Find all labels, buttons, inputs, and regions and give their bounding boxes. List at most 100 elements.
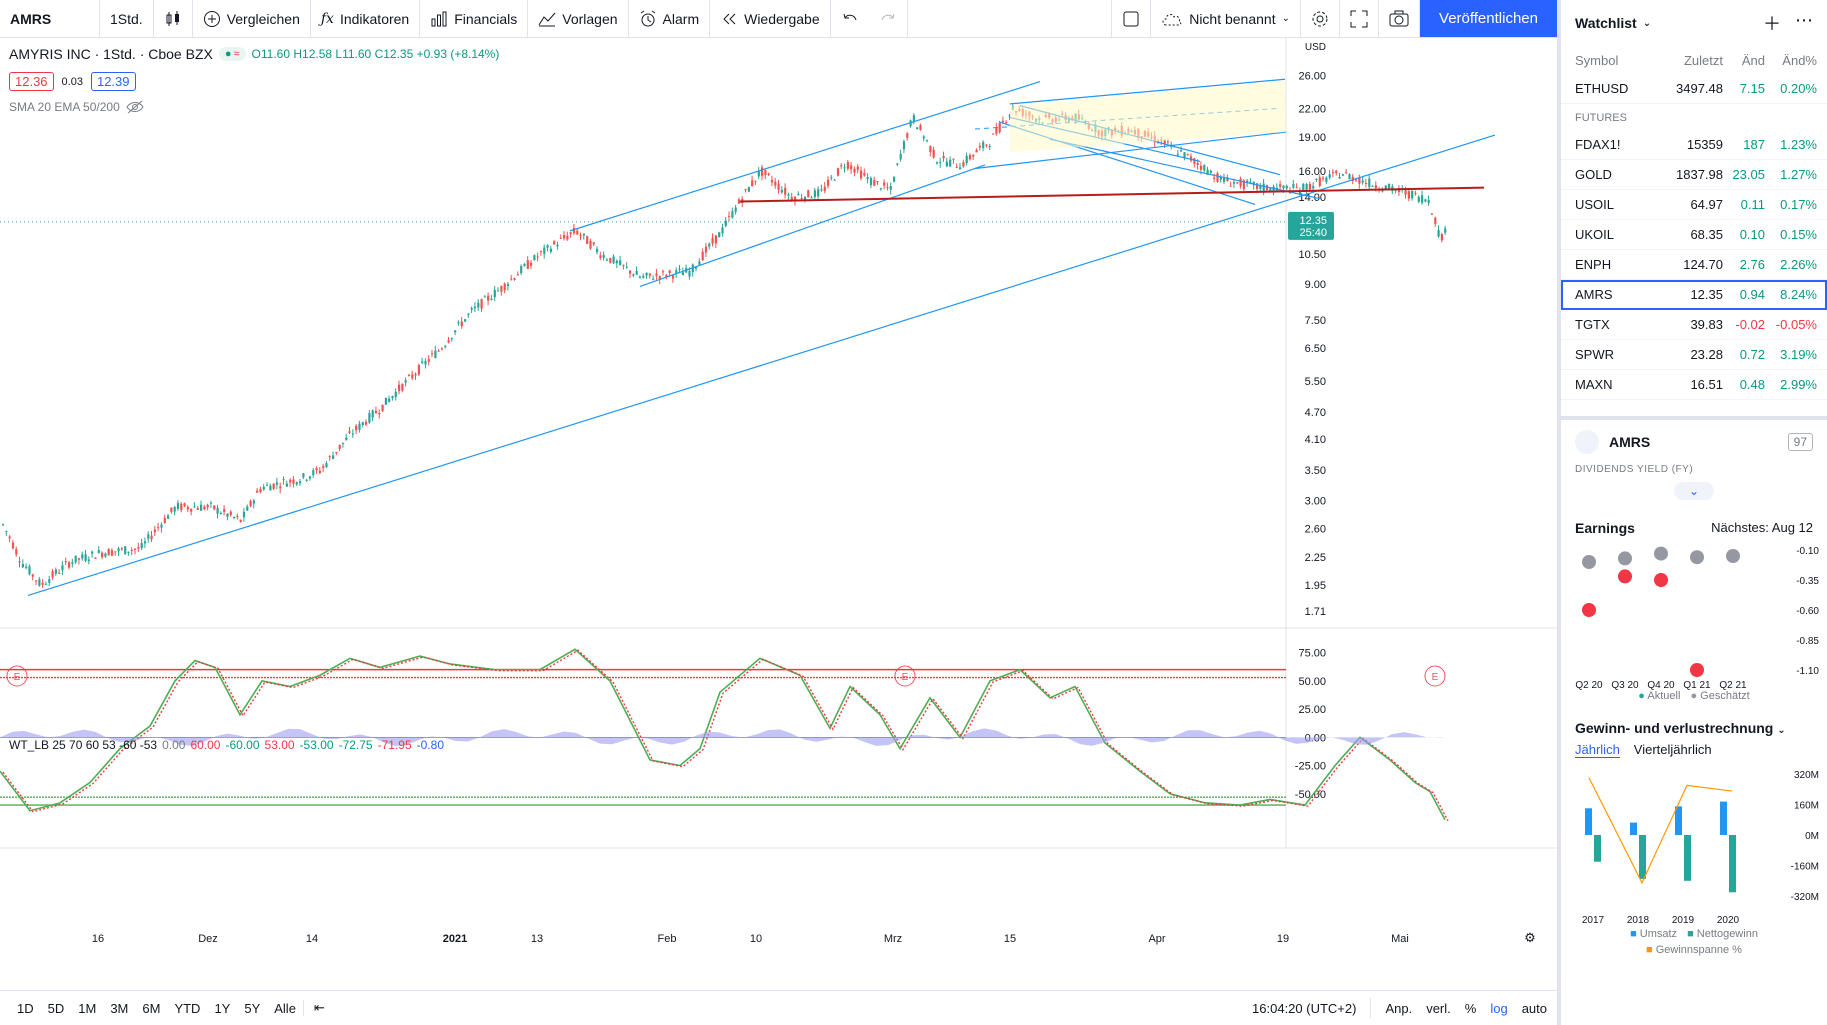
replay-button[interactable]: Wiedergabe <box>710 0 831 38</box>
candle <box>335 451 338 456</box>
candle <box>213 505 216 511</box>
earnings-estimate-dot <box>1618 551 1632 566</box>
candle <box>97 545 100 554</box>
auto-toggle[interactable]: auto <box>1521 1000 1547 1016</box>
watchlist-row[interactable]: GOLD 1837.98 23.05 1.27% <box>1561 160 1827 190</box>
wt-legend[interactable]: WT_LB 25 70 60 53 -60 -53 0.00 60.00 -60… <box>9 738 444 752</box>
price-tick-label: 26.00 <box>1298 70 1326 82</box>
layout-name-button[interactable]: Nicht benannt ⌄ <box>1151 0 1301 38</box>
watchlist-row[interactable]: TGTX 39.83 -0.02 -0.05% <box>1561 310 1827 340</box>
candle-body <box>480 299 483 309</box>
candle <box>338 444 341 452</box>
tab-quarterly[interactable]: Vierteljährlich <box>1633 742 1712 757</box>
candle <box>54 567 57 576</box>
candle <box>747 186 750 192</box>
snapshot-button[interactable] <box>1379 0 1420 38</box>
candle <box>1444 225 1447 236</box>
candle <box>295 481 298 487</box>
eye-hidden-icon[interactable] <box>126 100 144 114</box>
undo-button[interactable] <box>831 0 869 38</box>
extended-hours-toggle[interactable]: verl. <box>1426 1000 1451 1016</box>
column-header[interactable]: Symbol <box>1575 52 1619 68</box>
expand-button[interactable]: ⌄ <box>1674 482 1714 500</box>
column-header[interactable]: Zuletzt <box>1683 52 1723 68</box>
candle <box>721 223 724 237</box>
price-chart[interactable]: USD 26.00 22.00 19.00 16.00 14.00 10.50 9.00 7.5… <box>0 38 1557 993</box>
redo-button[interactable] <box>869 0 908 38</box>
range-alle[interactable]: Alle <box>274 1000 296 1016</box>
range-6m[interactable]: 6M <box>142 1000 161 1016</box>
candle-body <box>975 149 978 153</box>
interval-button[interactable]: 1Std. <box>100 0 154 38</box>
range-ytd[interactable]: YTD <box>174 1000 201 1016</box>
financials-button[interactable]: Financials <box>420 0 529 38</box>
watchlist-row[interactable]: MAXN 16.51 0.48 2.99% <box>1561 370 1827 400</box>
log-toggle[interactable]: log <box>1490 1000 1508 1016</box>
range-1y[interactable]: 1Y <box>214 1000 231 1016</box>
date-range-icon[interactable]: ⇤ <box>302 1000 335 1016</box>
current-price-label-bg <box>1288 211 1334 240</box>
watchlist-last: 12.35 <box>1690 287 1723 302</box>
candle <box>846 159 849 171</box>
chart-area[interactable]: USD 26.00 22.00 19.00 16.00 14.00 10.50 9.00 7.5… <box>0 38 1557 993</box>
candle-body <box>1368 178 1371 188</box>
candle-body <box>68 562 71 568</box>
clock-label[interactable]: 16:04:20 (UTC+2) <box>1252 1000 1357 1016</box>
chart-type-button[interactable] <box>154 0 193 38</box>
time-tick-label: 15 <box>1004 933 1016 945</box>
alert-button[interactable]: Alarm <box>629 0 711 38</box>
percent-toggle[interactable]: % <box>1464 1000 1477 1016</box>
candle <box>754 180 757 185</box>
watchlist-row[interactable]: AMRS 12.35 0.94 8.24% <box>1561 280 1827 310</box>
range-5d[interactable]: 5D <box>47 1000 65 1016</box>
adjust-toggle[interactable]: Anp. <box>1385 1000 1413 1016</box>
fullscreen-button[interactable] <box>1340 0 1379 38</box>
more-icon[interactable]: ⋯ <box>1795 10 1813 30</box>
layout-toggle-button[interactable] <box>1112 0 1152 38</box>
candle-body <box>711 238 714 244</box>
column-header[interactable]: Änd% <box>1782 52 1817 68</box>
watchlist-row[interactable]: UKOIL 68.35 0.10 0.15% <box>1561 220 1827 250</box>
candle <box>124 545 127 555</box>
ma-legend[interactable]: SMA 20 EMA 50/200 <box>9 100 144 114</box>
watchlist-row[interactable]: ETHUSD 3497.48 7.15 0.20% <box>1561 74 1827 104</box>
watchlist-row[interactable]: FDAX1! 15359 187 1.23% <box>1561 130 1827 160</box>
settings-button[interactable] <box>1301 0 1340 38</box>
range-3m[interactable]: 3M <box>110 1000 129 1016</box>
candle <box>345 433 348 441</box>
candle-body <box>622 264 625 266</box>
trend-line <box>639 164 986 287</box>
buy-price-button[interactable]: 12.39 <box>90 72 136 91</box>
watchlist-pct: -0.05% <box>1775 317 1817 332</box>
watchlist-row[interactable]: SPWR 23.28 0.72 3.19% <box>1561 340 1827 370</box>
publish-button[interactable]: Veröffentlichen <box>1420 0 1557 37</box>
range-5y[interactable]: 5Y <box>244 1000 261 1016</box>
candle-body <box>1335 170 1338 174</box>
market-status-pill[interactable]: ● ≈ <box>218 47 246 61</box>
candle-body <box>1246 180 1249 184</box>
tab-annual[interactable]: Jährlich <box>1575 742 1620 758</box>
symbol-search-button[interactable]: AMRS <box>0 0 100 38</box>
candle <box>110 548 114 557</box>
compare-button[interactable]: Vergleichen <box>193 0 311 38</box>
details-symbol[interactable]: AMRS <box>1609 434 1651 450</box>
watchlist-row[interactable]: ENPH 124.70 2.76 2.26% <box>1561 250 1827 280</box>
column-header[interactable]: Änd <box>1741 52 1765 68</box>
candle <box>1239 176 1242 189</box>
indicators-button[interactable]: ƒx Indikatoren <box>311 0 421 38</box>
chevron-down-icon[interactable]: ⌄ <box>1642 17 1652 29</box>
watchlist-title[interactable]: Watchlist <box>1575 15 1637 31</box>
financials-title[interactable]: Gewinn- und verlustrechnung ⌄ <box>1561 702 1827 742</box>
trend-line <box>27 134 1496 597</box>
candle <box>143 537 147 548</box>
candle-body <box>1440 234 1443 241</box>
candle <box>434 345 437 359</box>
range-1m[interactable]: 1M <box>78 1000 97 1016</box>
candle <box>764 169 767 180</box>
range-1d[interactable]: 1D <box>17 1000 34 1016</box>
sell-price-button[interactable]: 12.36 <box>9 72 54 91</box>
watchlist-row[interactable]: USOIL 64.97 0.11 0.17% <box>1561 190 1827 220</box>
add-symbol-icon[interactable]: ＋ <box>1763 14 1781 34</box>
candle <box>190 508 193 516</box>
templates-button[interactable]: Vorlagen <box>528 0 629 38</box>
